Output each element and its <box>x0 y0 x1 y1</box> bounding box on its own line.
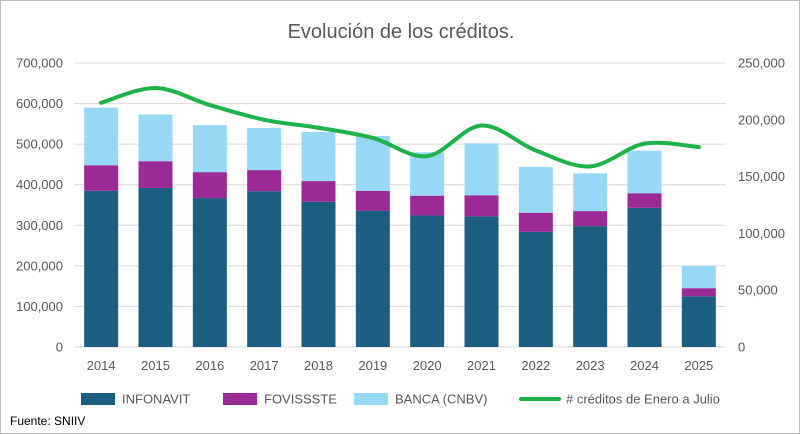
left-tick-label: 0 <box>56 340 63 355</box>
bar-fovissste-2019 <box>355 190 390 211</box>
line-point-2023 <box>588 164 593 169</box>
bar-infonavit-2018 <box>301 201 336 347</box>
gridlines <box>74 62 726 348</box>
line-point-2016 <box>207 103 212 108</box>
right-axis: 0 50,000 100,000 150,000 200,000 250,000 <box>738 56 785 355</box>
line-point-2014 <box>99 100 104 105</box>
right-tick-label: 50,000 <box>738 283 778 298</box>
line-point-2017 <box>262 117 267 122</box>
x-tick-label: 2017 <box>250 358 279 373</box>
bar-fovissste-2021 <box>464 195 499 217</box>
bar-banca-cnbv-2018 <box>301 131 336 182</box>
right-tick-label: 250,000 <box>738 56 785 71</box>
x-tick-label: 2022 <box>521 358 550 373</box>
legend-swatch-banca-cnbv <box>354 393 388 405</box>
bar-infonavit-2014 <box>84 190 119 347</box>
source-note: Fuente: SNIIV <box>10 414 86 428</box>
line-point-2019 <box>370 135 375 140</box>
legend-label-fovissste: FOVISSSTE <box>264 392 337 407</box>
line-point-2024 <box>642 141 647 146</box>
bar-infonavit-2017 <box>247 191 282 347</box>
right-tick-label: 0 <box>738 340 745 355</box>
bar-stacks <box>84 107 716 347</box>
bar-fovissste-2024 <box>627 193 662 208</box>
bar-fovissste-2020 <box>410 195 445 216</box>
line-series <box>99 85 701 169</box>
line-point-2020 <box>425 154 430 159</box>
left-tick-label: 300,000 <box>16 218 63 233</box>
right-tick-label: 100,000 <box>738 226 785 241</box>
bar-infonavit-2020 <box>410 215 445 347</box>
legend-swatch-fovissste <box>223 393 257 405</box>
bar-fovissste-2023 <box>573 211 608 227</box>
bar-banca-cnbv-2017 <box>247 127 282 171</box>
bar-banca-cnbv-2025 <box>681 265 716 289</box>
x-tick-label: 2020 <box>413 358 442 373</box>
x-tick-label: 2025 <box>684 358 713 373</box>
bar-infonavit-2025 <box>681 296 716 347</box>
left-tick-label: 500,000 <box>16 137 63 152</box>
bar-banca-cnbv-2015 <box>138 114 173 162</box>
bar-infonavit-2019 <box>355 210 390 347</box>
bar-banca-cnbv-2014 <box>84 107 119 166</box>
x-axis: 2014 2015 2016 2017 2018 2019 2020 2021 2022 2023… <box>87 358 714 373</box>
right-tick-label: 150,000 <box>738 169 785 184</box>
chart-title: Evolución de los créditos. <box>288 21 515 43</box>
x-tick-label: 2023 <box>576 358 605 373</box>
bar-infonavit-2024 <box>627 207 662 347</box>
line-point-2015 <box>153 85 158 90</box>
bar-fovissste-2022 <box>518 212 553 232</box>
legend: INFONAVIT FOVISSSTE BANCA (CNBV) # créditos… <box>81 392 720 407</box>
bar-banca-cnbv-2022 <box>518 166 553 213</box>
x-tick-label: 2018 <box>304 358 333 373</box>
x-tick-label: 2015 <box>141 358 170 373</box>
bar-banca-cnbv-2016 <box>192 125 227 173</box>
left-tick-label: 200,000 <box>16 258 63 273</box>
line-point-2018 <box>316 125 321 130</box>
legend-label-infonavit: INFONAVIT <box>122 392 190 407</box>
x-tick-label: 2014 <box>87 358 116 373</box>
bar-fovissste-2015 <box>138 161 173 188</box>
bar-fovissste-2014 <box>84 165 119 191</box>
bar-infonavit-2016 <box>192 198 227 347</box>
line-creditos-enero-julio <box>99 85 701 169</box>
left-tick-label: 600,000 <box>16 96 63 111</box>
bar-fovissste-2017 <box>247 170 282 192</box>
legend-label-cr-ditos-de-enero-a-julio: # créditos de Enero a Julio <box>566 392 720 407</box>
left-tick-label: 100,000 <box>16 299 63 314</box>
right-tick-label: 200,000 <box>738 112 785 127</box>
bar-infonavit-2022 <box>518 231 553 347</box>
bar-banca-cnbv-2019 <box>355 136 390 191</box>
line-point-2021 <box>479 123 484 128</box>
bar-banca-cnbv-2023 <box>573 173 608 212</box>
legend-swatch-infonavit <box>81 393 115 405</box>
bar-fovissste-2025 <box>681 288 716 297</box>
line-point-2025 <box>696 145 701 150</box>
x-tick-label: 2021 <box>467 358 496 373</box>
x-tick-label: 2016 <box>195 358 224 373</box>
bar-banca-cnbv-2024 <box>627 150 662 194</box>
bar-banca-cnbv-2020 <box>410 152 445 196</box>
line-point-2022 <box>533 148 538 153</box>
bar-infonavit-2021 <box>464 216 499 347</box>
bar-banca-cnbv-2021 <box>464 143 499 196</box>
bar-infonavit-2015 <box>138 187 173 347</box>
left-tick-label: 400,000 <box>16 177 63 192</box>
bar-infonavit-2023 <box>573 226 608 347</box>
x-tick-label: 2019 <box>358 358 387 373</box>
x-tick-label: 2024 <box>630 358 659 373</box>
bar-fovissste-2018 <box>301 181 336 202</box>
left-axis: 0 100,000 200,000 300,000 400,000 500,000 600,… <box>16 56 63 355</box>
bar-fovissste-2016 <box>192 172 227 199</box>
left-tick-label: 700,000 <box>16 56 63 71</box>
legend-label-banca-cnbv: BANCA (CNBV) <box>395 392 487 407</box>
